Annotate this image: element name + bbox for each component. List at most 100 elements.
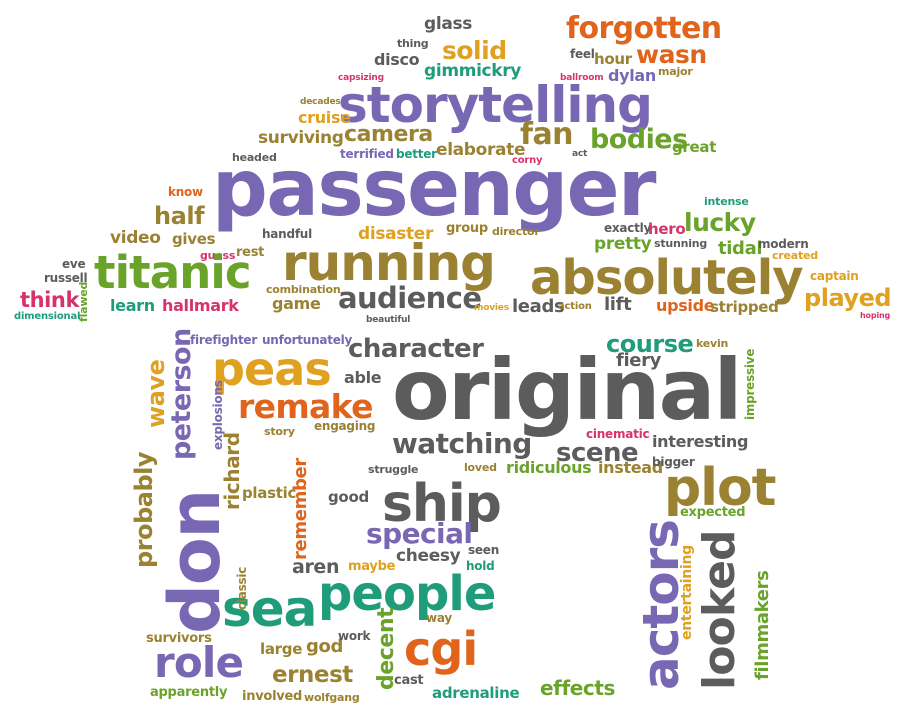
word-don: don bbox=[154, 490, 236, 634]
word-upside: upside bbox=[656, 296, 715, 315]
word-pretty: pretty bbox=[594, 234, 652, 254]
word-disaster: disaster bbox=[358, 224, 434, 244]
word-struggle: struggle bbox=[368, 463, 419, 476]
word-lucky: lucky bbox=[684, 208, 756, 237]
word-russell: russell bbox=[44, 271, 88, 285]
word-movies: movies bbox=[474, 303, 509, 313]
word-played: played bbox=[804, 284, 892, 312]
word-looked: looked bbox=[694, 530, 745, 690]
word-handful: handful bbox=[262, 227, 312, 241]
word-absolutely: absolutely bbox=[530, 250, 804, 306]
word-leads: leads bbox=[512, 296, 565, 317]
word-classic: classic bbox=[235, 566, 249, 610]
word-filmmakers: filmmakers bbox=[752, 570, 773, 680]
word-better: better bbox=[396, 147, 437, 161]
word-cheesy: cheesy bbox=[396, 546, 461, 566]
word-bigger: bigger bbox=[652, 455, 695, 469]
word-gimmickry: gimmickry bbox=[424, 61, 522, 81]
word-beautiful: beautiful bbox=[366, 315, 411, 325]
word-eve: eve bbox=[62, 257, 86, 271]
word-audience: audience bbox=[338, 281, 482, 315]
word-cruise: cruise bbox=[298, 108, 351, 127]
word-gives: gives bbox=[172, 230, 216, 248]
word-decades: decades bbox=[300, 97, 341, 107]
word-stripped: stripped bbox=[710, 298, 779, 316]
word-feel: feel bbox=[570, 47, 595, 61]
word-interesting: interesting bbox=[652, 432, 749, 451]
word-passenger: passenger bbox=[212, 144, 656, 234]
word-major: major bbox=[658, 65, 693, 78]
word-adrenaline: adrenaline bbox=[432, 684, 520, 702]
word-able: able bbox=[344, 368, 382, 387]
word-hour: hour bbox=[594, 50, 632, 68]
word-tidal: tidal bbox=[718, 238, 763, 259]
word-solid: solid bbox=[442, 36, 507, 65]
word-special: special bbox=[366, 517, 473, 550]
word-thing: thing bbox=[397, 37, 429, 50]
word-fiery: fiery bbox=[616, 350, 662, 371]
word-engaging: engaging bbox=[314, 419, 376, 433]
word-peterson: peterson bbox=[166, 328, 197, 460]
word-plot: plot bbox=[664, 458, 777, 518]
word-peas: peas bbox=[212, 342, 332, 396]
word-video: video bbox=[110, 228, 161, 248]
word-guess: guess bbox=[200, 249, 236, 262]
word-seen: seen bbox=[468, 543, 500, 557]
word-people: people bbox=[318, 566, 496, 622]
word-involved: involved bbox=[242, 689, 303, 704]
word-remember: remember bbox=[290, 458, 311, 560]
word-game: game bbox=[272, 294, 321, 313]
word-group: group bbox=[446, 221, 488, 236]
word-course: course bbox=[606, 330, 694, 358]
word-plastic: plastic bbox=[242, 484, 297, 502]
word-camera: camera bbox=[344, 122, 433, 147]
word-remake: remake bbox=[238, 387, 373, 426]
word-hero: hero bbox=[648, 220, 686, 238]
word-cast: cast bbox=[394, 673, 424, 688]
word-think: think bbox=[20, 288, 80, 312]
word-original: original bbox=[392, 341, 742, 439]
word-wave: wave bbox=[142, 359, 170, 428]
word-combination: combination bbox=[266, 283, 341, 296]
word-apparently: apparently bbox=[150, 685, 228, 700]
word-story: story bbox=[264, 425, 295, 438]
word-half: half bbox=[154, 202, 205, 230]
word-wolfgang: wolfgang bbox=[304, 691, 360, 704]
word-dylan: dylan bbox=[608, 66, 656, 85]
word-hallmark: hallmark bbox=[162, 296, 239, 315]
word-know: know bbox=[168, 185, 203, 199]
word-ballroom: ballroom bbox=[560, 73, 604, 83]
word-effects: effects bbox=[540, 676, 616, 700]
word-storytelling: storytelling bbox=[338, 76, 653, 134]
word-impressive: impressive bbox=[743, 348, 757, 420]
word-surviving: surviving bbox=[258, 128, 344, 148]
word-entertaining: entertaining bbox=[679, 545, 695, 640]
word-expected: expected bbox=[680, 505, 746, 520]
word-large: large bbox=[260, 640, 303, 658]
word-corny: corny bbox=[512, 155, 543, 166]
word-scene: scene bbox=[556, 438, 639, 468]
word-bodies: bodies bbox=[590, 124, 688, 155]
word-hoping: hoping bbox=[860, 311, 891, 320]
word-titanic: titanic bbox=[94, 246, 252, 299]
word-good: good bbox=[328, 488, 369, 506]
word-ridiculous: ridiculous bbox=[506, 458, 592, 477]
word-god: god bbox=[306, 636, 344, 657]
word-work: work bbox=[338, 629, 371, 643]
word-stunning: stunning bbox=[654, 237, 708, 250]
word-exactly: exactly bbox=[604, 221, 652, 235]
word-unfortunately: unfortunately bbox=[262, 333, 353, 347]
word-capsizing: capsizing bbox=[338, 73, 384, 83]
word-rest: rest bbox=[236, 245, 265, 260]
word-way: way bbox=[426, 611, 452, 625]
word-cgi: cgi bbox=[404, 622, 478, 676]
word-modern: modern bbox=[758, 237, 809, 251]
word-loved: loved bbox=[464, 461, 497, 474]
word-terrified: terrified bbox=[340, 147, 394, 161]
word-ship: ship bbox=[382, 474, 502, 534]
word-wasn: wasn bbox=[636, 40, 707, 69]
word-dimensional: dimensional bbox=[14, 311, 81, 322]
word-sea: sea bbox=[222, 580, 317, 638]
word-forgotten: forgotten bbox=[566, 11, 722, 46]
